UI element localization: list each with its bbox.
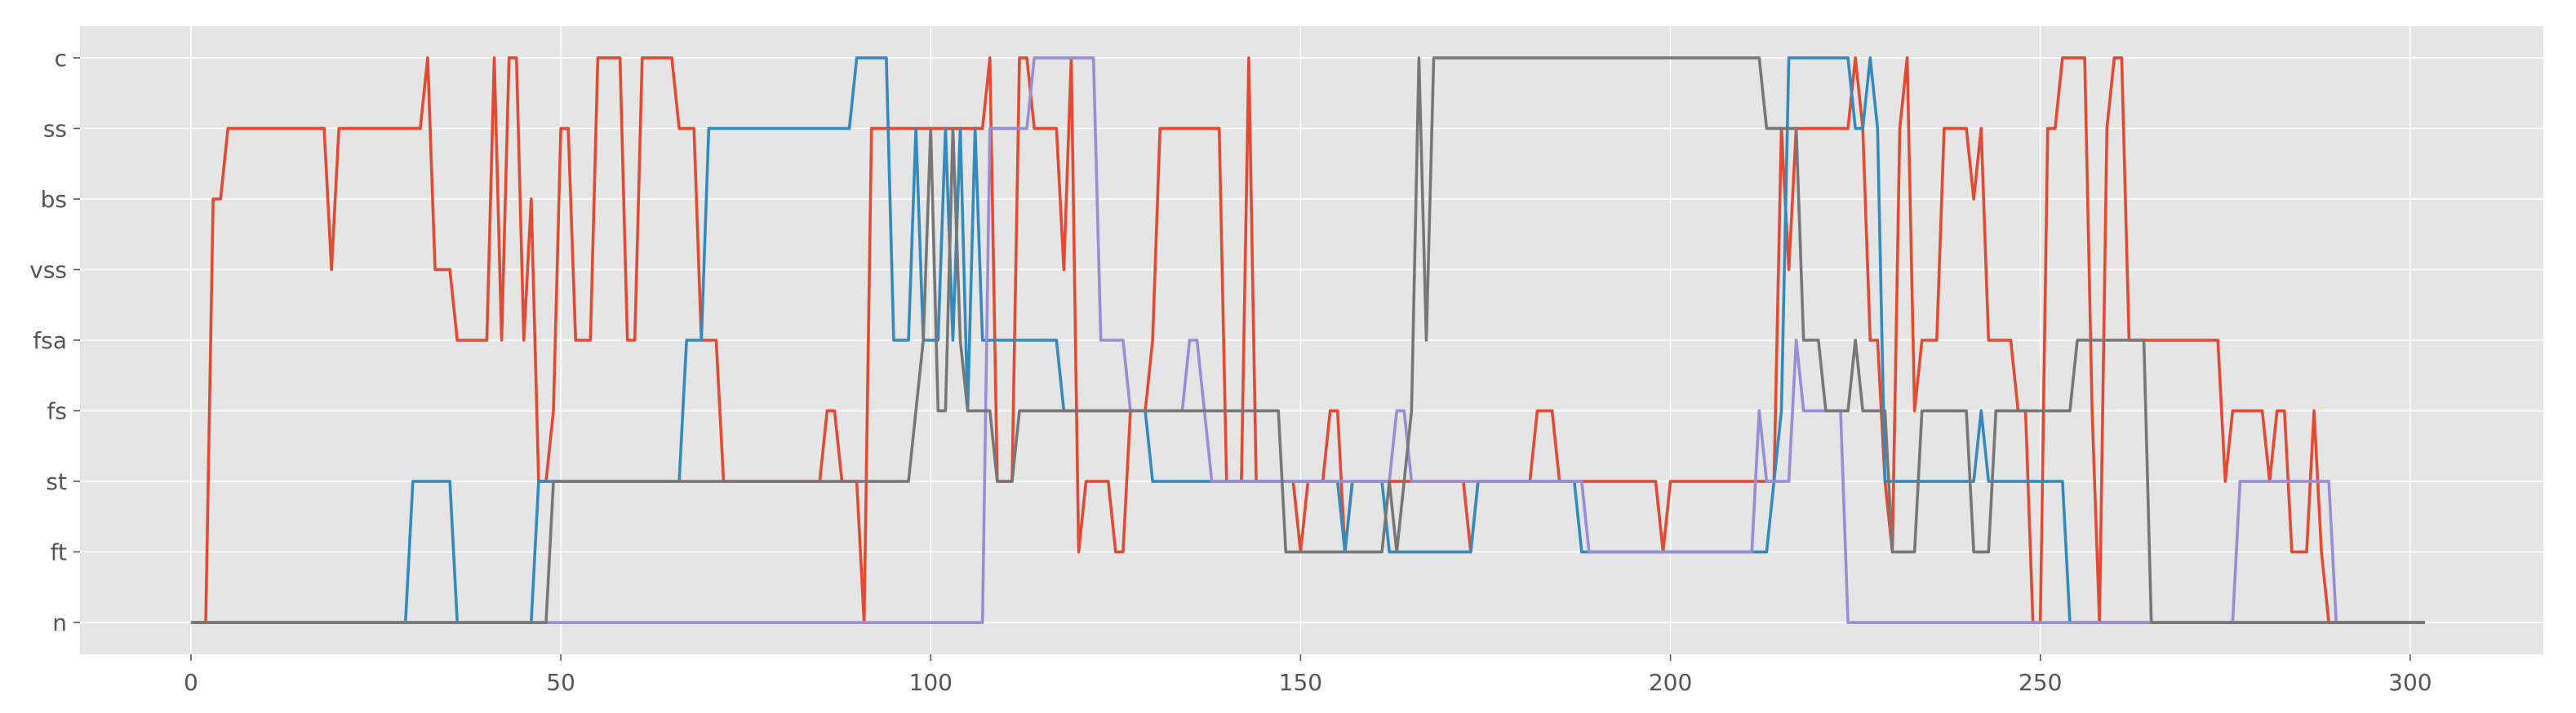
x-tick-label: 250 bbox=[2019, 669, 2062, 696]
y-tick-label-bs: bs bbox=[41, 186, 67, 213]
x-tick-label: 50 bbox=[546, 669, 575, 696]
x-axis: 0 50 100 150 200 250 300 bbox=[184, 654, 2432, 696]
series-layer bbox=[190, 56, 2425, 624]
y-tick-label-vss: vss bbox=[29, 256, 67, 283]
y-tick-label-fsa: fsa bbox=[33, 327, 67, 354]
y-tick-label-ss: ss bbox=[43, 115, 67, 142]
x-tick-label: 200 bbox=[1649, 669, 1692, 696]
y-tick-label-n: n bbox=[52, 609, 67, 636]
y-axis: n ft st fs fsa vss bs ss c bbox=[29, 45, 80, 636]
x-tick-label: 100 bbox=[909, 669, 953, 696]
y-tick-label-fs: fs bbox=[47, 398, 67, 425]
x-tick-label: 150 bbox=[1279, 669, 1322, 696]
series-line-4 bbox=[190, 56, 2425, 624]
x-tick-label: 300 bbox=[2388, 669, 2432, 696]
x-tick-label: 0 bbox=[184, 669, 198, 696]
y-tick-label-c: c bbox=[55, 45, 67, 72]
series-line-1 bbox=[190, 56, 2425, 624]
y-tick-label-st: st bbox=[46, 468, 67, 495]
y-tick-label-ft: ft bbox=[51, 539, 67, 566]
